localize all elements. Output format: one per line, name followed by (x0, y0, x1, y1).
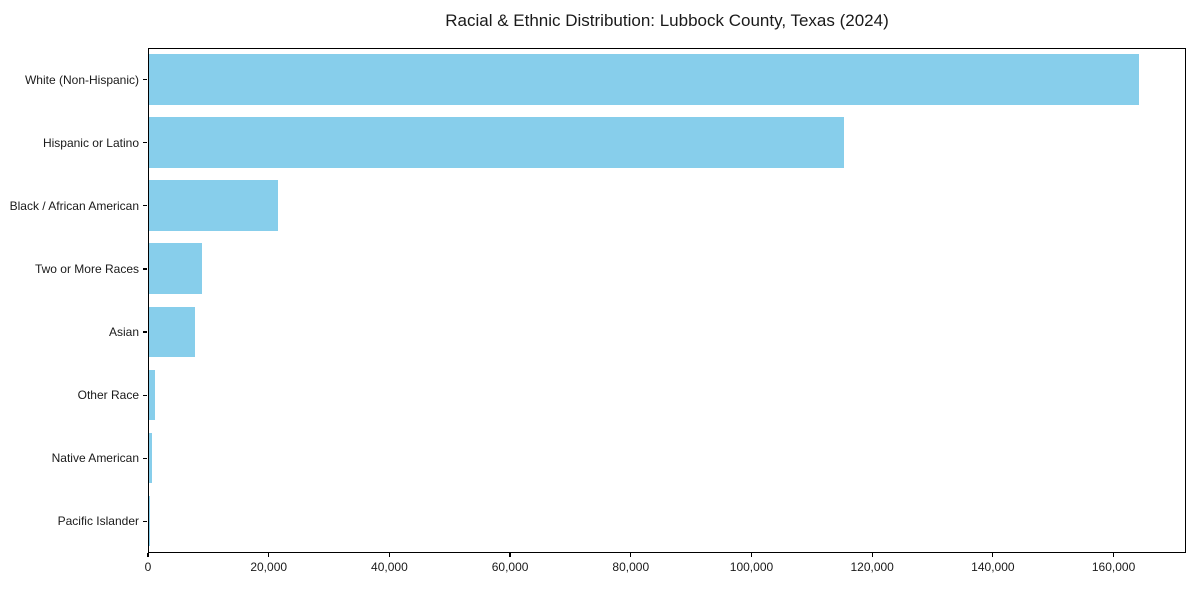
bar-black-african-american (149, 180, 278, 231)
bar-two-or-more-races (149, 243, 202, 294)
x-tick-label-80-000: 80,000 (612, 560, 650, 574)
bar-white-non-hispanic (149, 54, 1139, 105)
y-tick-mark (143, 457, 147, 459)
y-tick-mark (143, 268, 147, 270)
x-tick-mark (750, 553, 753, 557)
x-tick-mark (509, 553, 511, 557)
y-axis-label-asian: Asian (108, 325, 139, 340)
x-tick-label-0: 0 (144, 560, 152, 574)
y-tick-mark (143, 78, 147, 81)
y-tick-mark (143, 394, 147, 396)
x-tick-mark (388, 553, 390, 557)
bar-hispanic-or-latino (149, 117, 845, 168)
y-axis-label-hispanic-or-latino: Hispanic or Latino (42, 135, 139, 150)
y-axis-label-native-american: Native American (51, 451, 139, 466)
y-tick-mark (143, 331, 147, 333)
y-axis-label-pacific-islander: Pacific Islander (57, 514, 139, 529)
x-tick-label-100-000: 100,000 (729, 560, 774, 574)
y-tick-mark (143, 205, 147, 207)
x-tick-mark (147, 553, 149, 557)
y-tick-mark (143, 520, 147, 523)
x-tick-label-140-000: 140,000 (971, 560, 1015, 574)
x-tick-mark (630, 553, 632, 557)
x-tick-label-20-000: 20,000 (250, 560, 288, 574)
plot-area (148, 48, 1186, 553)
x-tick-label-40-000: 40,000 (371, 560, 408, 574)
x-tick-mark (1112, 553, 1115, 557)
bar-pacific-islander (149, 495, 150, 547)
y-axis-label-two-or-more-races: Two or More Races (34, 261, 139, 276)
x-tick-label-160-000: 160,000 (1091, 560, 1136, 574)
bar-other-race (149, 369, 156, 421)
bar-asian (149, 306, 195, 358)
y-axis-label-black-african-american: Black / African American (9, 198, 139, 213)
bar-native-american (149, 432, 153, 484)
chart-title: Racial & Ethnic Distribution: Lubbock Co… (445, 11, 889, 30)
y-tick-mark (143, 142, 147, 144)
x-tick-mark (992, 553, 994, 557)
x-tick-mark (268, 553, 270, 557)
y-axis-label-other-race: Other Race (77, 388, 139, 403)
x-tick-label-60-000: 60,000 (491, 560, 529, 574)
x-tick-label-120-000: 120,000 (850, 560, 894, 574)
x-tick-mark (871, 553, 873, 557)
y-axis-label-white-non-hispanic: White (Non-Hispanic) (24, 72, 139, 87)
